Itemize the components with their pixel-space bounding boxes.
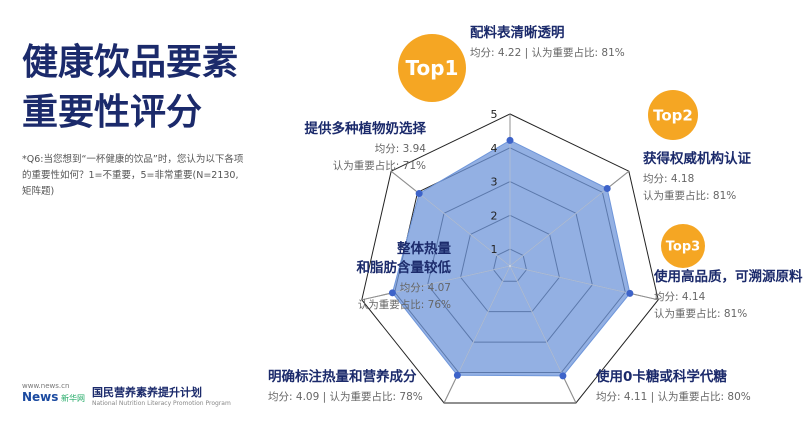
share-prefix: 认为重要占比:	[332, 160, 400, 172]
brand: 新华网	[60, 394, 85, 403]
score-prefix: 均分:	[399, 282, 425, 294]
badge	[398, 34, 466, 102]
category-label: 使用高品质，可溯源原料 均分: 4.14 认为重要占比: 81%	[654, 268, 803, 323]
share-line: 认为重要占比: 71%	[305, 158, 426, 175]
category-name: 使用高品质，可溯源原料	[654, 269, 803, 285]
title: 健康饮品要素 重要性评分	[22, 38, 238, 138]
r-tick-label: 2	[491, 209, 498, 222]
grid-ring	[361, 113, 659, 404]
category-label: 提供多种植物奶选择 均分: 3.94 认为重要占比: 71%	[305, 120, 427, 175]
score-prefix: 均分:	[268, 391, 293, 403]
spoke-overlay	[390, 170, 511, 267]
category-label: 明确标注热量和营养成分 均分: 4.09 | 认为重要占比: 78%	[268, 368, 423, 406]
share-line: 认为重要占比: 81%	[643, 188, 751, 205]
r-tick-label: 5	[491, 108, 498, 121]
site: www.news.cn	[22, 382, 70, 390]
r-tick-label: 3	[491, 176, 498, 189]
spoke-overlay	[509, 265, 659, 301]
separator: |	[650, 391, 655, 403]
badge-label: Top3	[666, 240, 700, 255]
category-name: 配料表清晰透明	[470, 25, 565, 41]
score-prefix: 均分:	[654, 291, 679, 303]
share-value: 71%	[402, 160, 426, 172]
r-tick-label: 4	[491, 142, 498, 155]
share-value: 81%	[601, 47, 625, 59]
score-line: 均分: 4.07	[357, 280, 451, 297]
category-label: 获得权威机构认证 均分: 4.18 认为重要占比: 81%	[643, 150, 751, 205]
footer: www.news.cn News 新华网 国民营养素养提升计划 National…	[22, 382, 231, 407]
r-tick-label: 1	[491, 243, 498, 256]
data-point	[559, 372, 567, 380]
share-prefix: 认为重要占比:	[657, 391, 725, 403]
score-line: 均分: 3.94	[305, 141, 426, 158]
score-prefix: 均分:	[374, 143, 400, 155]
separator: |	[524, 47, 529, 59]
share-prefix: 认为重要占比:	[654, 308, 721, 320]
share-prefix: 认为重要占比:	[329, 391, 397, 403]
category-name: 使用0卡糖或科学代糖	[596, 369, 727, 385]
share-value: 81%	[712, 190, 737, 202]
score-value: 4.22	[497, 47, 522, 59]
category-label: 配料表清晰透明均分: 4.22 | 认为重要占比: 81%	[470, 24, 625, 62]
category-name: 获得权威机构认证	[643, 151, 751, 167]
share-line: 认为重要占比: 81%	[654, 306, 803, 323]
score-value: 3.94	[402, 143, 426, 155]
share-value: 78%	[399, 391, 423, 403]
score-value: 4.09	[295, 391, 320, 403]
share-value: 81%	[723, 308, 748, 320]
score-line: 均分: 4.14	[654, 289, 803, 306]
category-name: 提供多种植物奶选择	[304, 121, 427, 137]
data-point	[626, 289, 634, 297]
score-value: 4.18	[670, 173, 695, 185]
score-line: 均分: 4.18	[643, 171, 751, 188]
separator: |	[322, 391, 327, 403]
title-line: 重要性评分	[22, 92, 203, 133]
share-value: 80%	[727, 391, 751, 403]
score-prefix: 均分:	[470, 47, 495, 59]
program-en: National Nutrition Literacy Promotion Pr…	[92, 400, 231, 407]
share-prefix: 认为重要占比:	[531, 47, 599, 59]
note: *Q6:当您想到“一杯健康的饮品”时，您认为以下各项的重要性如何？1=不重要，5…	[22, 154, 244, 197]
badge-label: Top2	[653, 106, 693, 124]
badge	[648, 90, 698, 140]
spoke-overlay	[443, 265, 511, 404]
data-point	[506, 136, 514, 144]
score-value: 4.14	[681, 291, 706, 303]
program: 国民营养素养提升计划	[92, 386, 202, 399]
share-value: 76%	[427, 299, 451, 311]
score-line: 均分: 4.11 | 认为重要占比: 80%	[596, 389, 751, 406]
score-value: 4.07	[427, 282, 451, 294]
score-line: 均分: 4.22 | 认为重要占比: 81%	[470, 45, 625, 62]
spoke-overlay	[509, 265, 577, 404]
category-name: 整体热量 和脂肪含量较低	[356, 241, 452, 276]
share-prefix: 认为重要占比:	[643, 190, 710, 202]
share-prefix: 认为重要占比:	[357, 299, 425, 311]
badge-label: Top1	[406, 56, 459, 80]
category-name: 明确标注热量和营养成分	[268, 369, 417, 385]
score-line: 均分: 4.09 | 认为重要占比: 78%	[268, 389, 423, 406]
data-point	[453, 371, 461, 379]
title-line: 健康饮品要素	[22, 42, 239, 83]
data-point	[388, 289, 396, 297]
score-prefix: 均分:	[643, 173, 668, 185]
category-label: 整体热量 和脂肪含量较低 均分: 4.07 认为重要占比: 76%	[357, 240, 452, 314]
spoke-overlay	[361, 265, 511, 301]
category-label: 使用0卡糖或科学代糖均分: 4.11 | 认为重要占比: 80%	[596, 368, 751, 406]
score-prefix: 均分:	[596, 391, 621, 403]
score-value: 4.11	[623, 391, 648, 403]
data-point	[415, 190, 423, 198]
badge	[661, 224, 705, 268]
share-line: 认为重要占比: 76%	[357, 297, 451, 314]
data-point	[603, 184, 611, 192]
logo: News	[22, 390, 59, 404]
data-area	[391, 139, 631, 377]
